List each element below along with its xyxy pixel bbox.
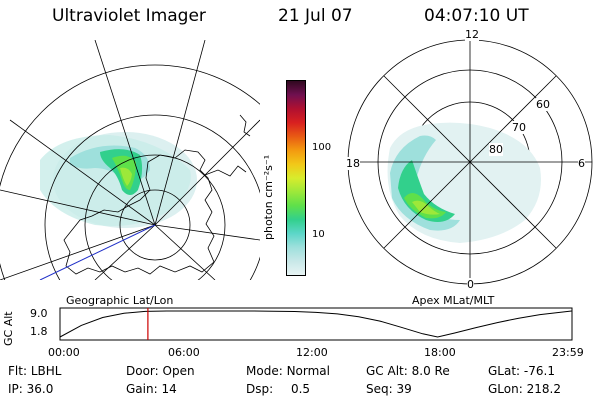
altitude-xtick-2: 12:00 bbox=[296, 346, 328, 359]
image-date: 21 Jul 07 bbox=[278, 6, 353, 26]
polar-image bbox=[347, 39, 593, 285]
gain-label: Gain: bbox=[126, 382, 158, 396]
colorbar-unit: photon cm⁻²s⁻¹ bbox=[262, 154, 275, 240]
ip-value: 36.0 bbox=[26, 382, 54, 396]
image-time: 04:07:10 UT bbox=[424, 6, 529, 26]
altitude-xtick-3: 18:00 bbox=[424, 346, 456, 359]
altitude-xtick-4: 23:59 bbox=[552, 346, 584, 359]
altitude-xtick-0: 00:00 bbox=[48, 346, 80, 359]
altitude-ytick-max: 9.0 bbox=[30, 307, 48, 320]
mlt-label-0: 0 bbox=[467, 278, 474, 291]
mlat-label-80: 80 bbox=[489, 143, 503, 156]
flt-label: Flt: bbox=[8, 364, 27, 378]
coastline bbox=[63, 149, 215, 275]
glat-value: -76.1 bbox=[523, 364, 555, 378]
gcalt-value: 8.0 Re bbox=[411, 364, 450, 378]
glon-value: 218.2 bbox=[526, 382, 561, 396]
altitude-curve bbox=[59, 310, 572, 338]
geographic-image bbox=[0, 40, 260, 280]
colorbar bbox=[286, 80, 306, 276]
mlat-label-70: 70 bbox=[512, 121, 526, 134]
gcalt-label: GC Alt: bbox=[366, 364, 408, 378]
mlt-label-6: 6 bbox=[578, 157, 585, 170]
gain-value: 14 bbox=[161, 382, 177, 396]
mlt-label-12: 12 bbox=[465, 28, 479, 41]
seq-value: 39 bbox=[396, 382, 412, 396]
left-panel-label: Geographic Lat/Lon bbox=[66, 294, 174, 307]
mlat-label-60: 60 bbox=[536, 98, 550, 111]
ip-label: IP: bbox=[8, 382, 23, 396]
dsp-value: 0.5 bbox=[290, 382, 311, 396]
mode-label: Mode: bbox=[246, 364, 283, 378]
seq-label: Seq: bbox=[366, 382, 393, 396]
flt-value: LBHL bbox=[30, 364, 62, 378]
right-panel-label: Apex MLat/MLT bbox=[412, 294, 495, 307]
glat-label: GLat: bbox=[488, 364, 521, 378]
altitude-ytick-min: 1.8 bbox=[30, 325, 48, 338]
door-label: Door: bbox=[126, 364, 159, 378]
altitude-plot bbox=[59, 307, 573, 341]
altitude-xtick-1: 06:00 bbox=[168, 346, 200, 359]
mode-value: Normal bbox=[286, 364, 330, 378]
altitude-ylabel: GC Alt bbox=[2, 311, 15, 346]
glon-label: GLon: bbox=[488, 382, 523, 396]
colorbar-tick-10: 10 bbox=[312, 229, 325, 240]
app-title: Ultraviolet Imager bbox=[52, 6, 206, 26]
dsp-label: Dsp: bbox=[246, 382, 274, 396]
mlt-label-18: 18 bbox=[346, 157, 360, 170]
door-value: Open bbox=[162, 364, 195, 378]
colorbar-tick-100: 100 bbox=[312, 142, 332, 153]
dateline bbox=[39, 224, 156, 280]
